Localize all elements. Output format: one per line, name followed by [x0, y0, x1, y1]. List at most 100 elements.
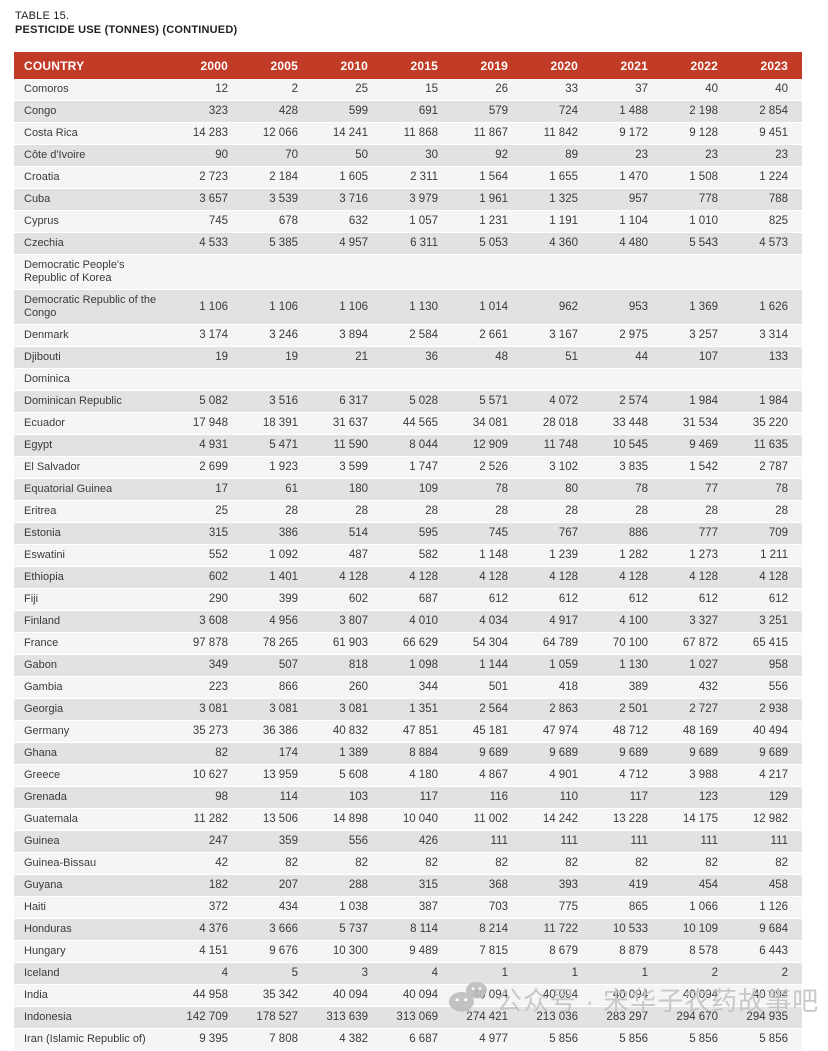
value-cell: 1 130 — [409, 300, 438, 313]
value-cell — [452, 369, 522, 391]
value-cell: 40 — [775, 83, 788, 95]
country-cell: Equatorial Guinea — [24, 483, 113, 495]
table-row: Germany 35 273 36 386 40 832 47 851 45 181 47 … — [14, 720, 802, 743]
value-cell: 25 — [355, 83, 368, 95]
value-cell: 3 — [361, 967, 368, 979]
value-cell: 1 224 — [759, 171, 788, 183]
table-row: Fiji 290 399 602 687 612 612 612 612 612 — [14, 588, 802, 611]
table-row: Guatemala 11 282 13 506 14 898 10 040 11 002 1… — [14, 808, 802, 831]
value-cell: 51 — [565, 351, 578, 363]
value-cell: 953 — [628, 300, 648, 313]
value-cell: 775 — [558, 901, 578, 913]
table-row: Georgia 3 081 3 081 3 081 1 351 2 564 2 863 2 5… — [14, 698, 802, 721]
value-cell — [522, 255, 592, 290]
value-cell: 5 028 — [409, 395, 438, 407]
value-cell: 11 635 — [753, 439, 788, 451]
value-cell: 12 982 — [752, 813, 788, 825]
table-row: Honduras 4 376 3 666 5 737 8 114 8 214 11 722 1… — [14, 918, 802, 941]
value-cell: 21 — [355, 351, 368, 363]
value-cell: 1 747 — [409, 461, 438, 473]
value-cell: 2 501 — [619, 703, 648, 715]
value-cell: 28 — [565, 505, 578, 517]
table-row: Finland 3 608 4 956 3 807 4 010 4 034 4 917 4 1… — [14, 610, 802, 633]
value-cell: 117 — [419, 791, 438, 803]
value-cell — [172, 369, 242, 391]
value-cell — [242, 369, 312, 391]
value-cell: 35 220 — [752, 417, 788, 429]
value-cell: 40 094 — [542, 989, 578, 1001]
value-cell: 9 172 — [619, 127, 648, 139]
value-cell: 48 — [495, 351, 508, 363]
table-row: Greece 10 627 13 959 5 608 4 180 4 867 4 901 4 … — [14, 764, 802, 787]
column-header-year: 2020 — [522, 52, 592, 79]
value-cell: 1 626 — [759, 300, 788, 313]
table-row: Comoros 12 2 25 15 26 33 37 40 40 — [14, 79, 802, 101]
value-cell: 4 128 — [339, 571, 368, 583]
table-row: Guinea 247 359 556 426 111 111 111 111 111 — [14, 830, 802, 853]
value-cell: 111 — [560, 835, 578, 847]
value-cell: 458 — [768, 879, 788, 891]
value-cell: 178 527 — [256, 1011, 298, 1023]
country-cell: Ghana — [24, 747, 58, 759]
value-cell: 129 — [768, 791, 788, 803]
country-cell: Greece — [24, 769, 61, 781]
value-cell: 8 679 — [549, 945, 578, 957]
table-row: Grenada 98 114 103 117 116 110 117 123 129 — [14, 786, 802, 809]
value-cell: 9 469 — [689, 439, 718, 451]
value-cell: 111 — [630, 835, 648, 847]
value-cell: 14 175 — [682, 813, 718, 825]
value-cell — [592, 255, 662, 290]
value-cell: 3 081 — [269, 703, 298, 715]
value-cell: 50 — [355, 149, 368, 161]
country-cell: Dominica — [24, 373, 70, 385]
value-cell: 11 282 — [193, 813, 228, 825]
value-cell: 82 — [705, 857, 718, 869]
value-cell — [732, 255, 802, 290]
value-cell: 3 081 — [339, 703, 368, 715]
country-cell: Gabon — [24, 659, 58, 671]
value-cell: 290 — [208, 593, 228, 605]
value-cell: 11 867 — [473, 127, 508, 139]
value-cell: 957 — [628, 193, 648, 205]
value-cell: 958 — [768, 659, 788, 671]
value-cell: 2 574 — [619, 395, 648, 407]
value-cell: 709 — [768, 527, 788, 539]
value-cell: 612 — [558, 593, 578, 605]
value-cell: 579 — [488, 105, 508, 117]
value-cell: 4 533 — [199, 237, 228, 249]
value-cell: 2 727 — [689, 703, 718, 715]
value-cell: 4 901 — [549, 769, 578, 781]
value-cell: 1 148 — [479, 549, 508, 561]
value-cell: 612 — [488, 593, 508, 605]
value-cell — [732, 369, 802, 391]
value-cell: 389 — [628, 681, 648, 693]
value-cell: 501 — [488, 681, 508, 693]
value-cell: 82 — [355, 857, 368, 869]
value-cell: 724 — [558, 105, 578, 117]
value-cell: 110 — [559, 791, 578, 803]
value-cell: 1 508 — [689, 171, 718, 183]
table-row: Democratic Republic of the Congo 1 106 1 1… — [14, 289, 802, 325]
value-cell: 5 856 — [759, 1033, 788, 1045]
value-cell: 3 807 — [339, 615, 368, 627]
country-cell: India — [24, 989, 48, 1001]
value-cell — [172, 255, 242, 290]
value-cell: 11 002 — [473, 813, 508, 825]
value-cell: 44 — [635, 351, 648, 363]
country-cell: Grenada — [24, 791, 67, 803]
value-cell: 454 — [698, 879, 718, 891]
value-cell: 40 094 — [612, 989, 648, 1001]
value-cell: 4 100 — [619, 615, 648, 627]
country-cell: Cuba — [24, 193, 51, 205]
value-cell — [382, 255, 452, 290]
value-cell: 8 114 — [410, 923, 438, 935]
value-cell: 5 737 — [339, 923, 368, 935]
value-cell: 602 — [348, 593, 368, 605]
table-label: TABLE 15. — [15, 10, 70, 22]
value-cell: 8 884 — [409, 747, 438, 759]
value-cell: 28 018 — [542, 417, 578, 429]
country-cell: Estonia — [24, 527, 61, 539]
value-cell: 3 539 — [269, 193, 298, 205]
value-cell: 2 — [711, 967, 718, 979]
value-cell: 9 684 — [759, 923, 788, 935]
